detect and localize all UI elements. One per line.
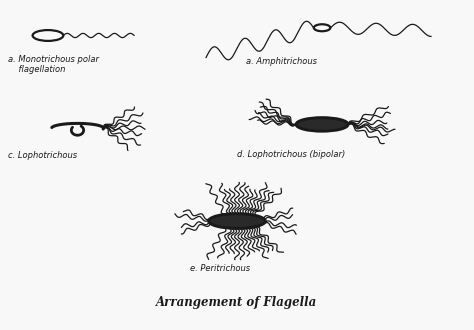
Text: c. Lophotrichous: c. Lophotrichous — [8, 151, 77, 160]
Ellipse shape — [296, 117, 348, 131]
Text: e. Peritrichous: e. Peritrichous — [190, 264, 250, 273]
Text: d. Lophotrichous (bipolar): d. Lophotrichous (bipolar) — [237, 149, 345, 158]
Text: a. Monotrichous polar
    flagellation: a. Monotrichous polar flagellation — [8, 55, 99, 74]
Text: Arrangement of Flagella: Arrangement of Flagella — [156, 296, 318, 309]
Text: a. Amphitrichous: a. Amphitrichous — [246, 57, 318, 66]
Ellipse shape — [209, 214, 265, 228]
